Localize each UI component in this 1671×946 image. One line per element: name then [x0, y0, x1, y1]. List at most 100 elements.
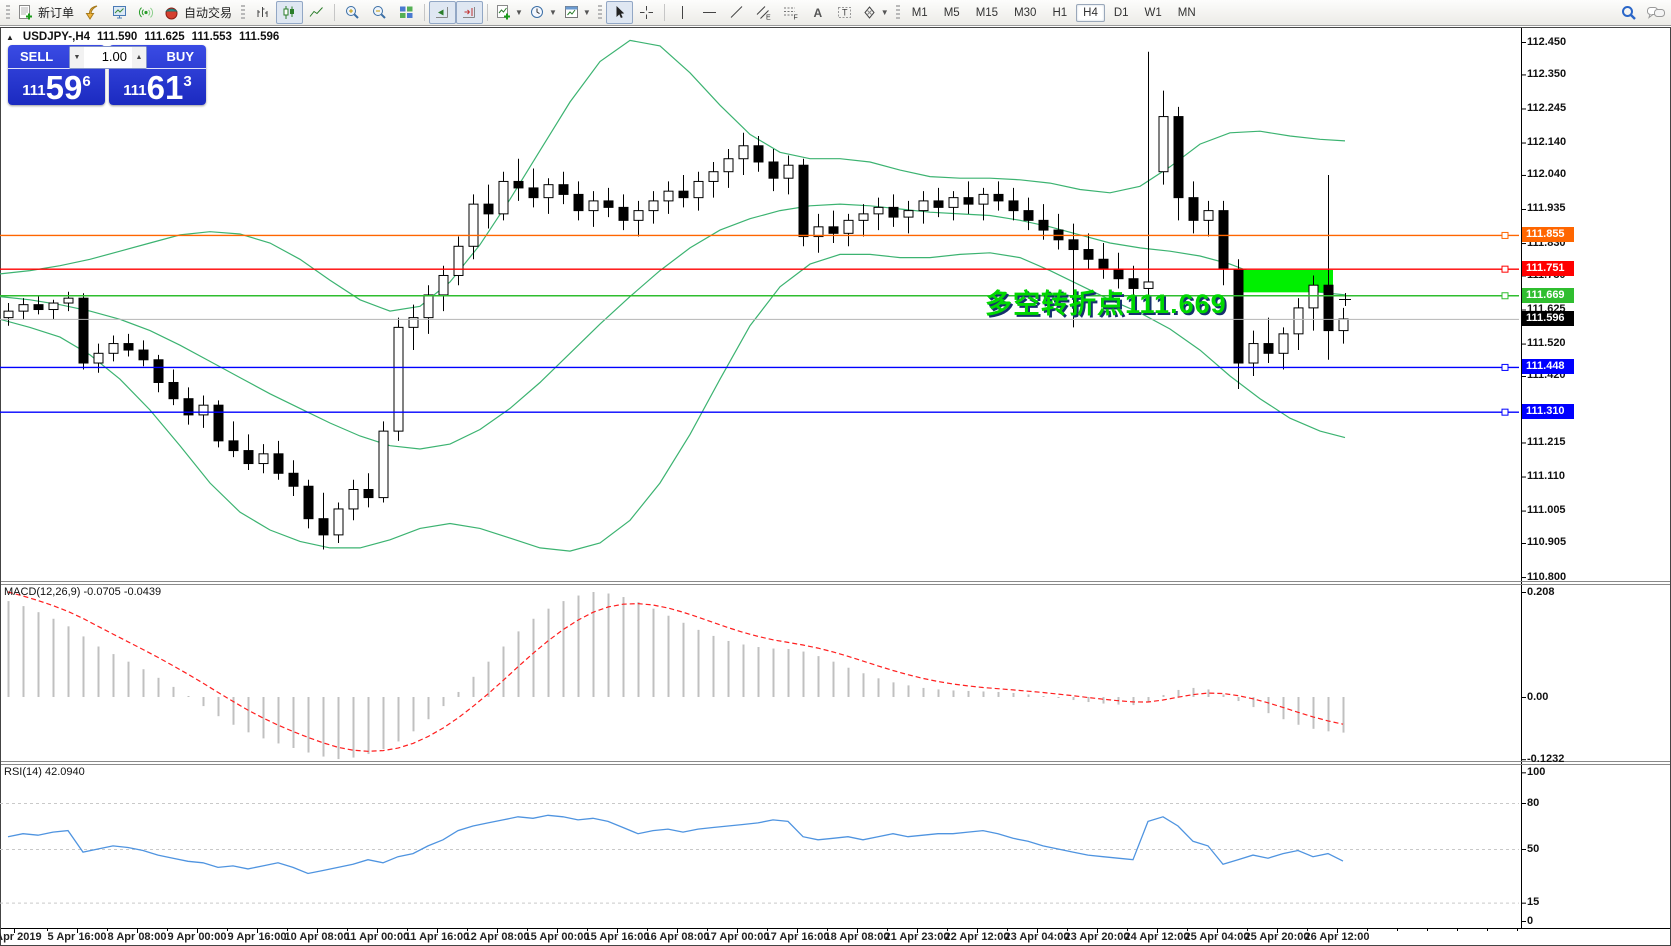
templates-button[interactable]: ▼ [560, 1, 594, 24]
bar-chart-button[interactable] [249, 1, 276, 24]
chart-shift-button[interactable] [456, 1, 484, 24]
rsi-pane[interactable] [0, 803, 1519, 904]
dropdown-arrow-icon: ▼ [548, 8, 557, 17]
search-button[interactable] [1615, 1, 1642, 24]
autotrading-label: 自动交易 [184, 6, 233, 20]
autotrading-button[interactable]: 自动交易 [160, 1, 237, 24]
channel-icon: E [756, 6, 771, 22]
monitor-chart-icon [113, 6, 127, 19]
candlestick-chart-button[interactable] [276, 1, 304, 24]
template-icon [564, 6, 578, 18]
search-icon [1621, 5, 1636, 20]
text-button[interactable]: A [804, 1, 831, 24]
trendline-button[interactable] [723, 1, 750, 24]
svg-text:E: E [766, 15, 771, 22]
indicators-button[interactable]: ▼ [492, 1, 526, 24]
zoom-in-button[interactable] [339, 1, 366, 24]
candlestick-series [3, 51, 1349, 550]
zoom-in-icon [346, 6, 359, 19]
cursor-button[interactable] [605, 1, 633, 24]
tile-windows-icon [400, 6, 413, 18]
yellow-arrow-icon [85, 5, 98, 20]
chat-icon [1646, 7, 1665, 19]
arrows-button[interactable]: ▼ [858, 1, 892, 24]
timeframe-button-d1[interactable]: D1 [1113, 6, 1129, 19]
charts-button[interactable] [106, 1, 133, 24]
auto-scroll-button[interactable] [429, 1, 457, 24]
fibonacci-icon: F [783, 7, 798, 22]
label-icon: T [837, 7, 851, 18]
buy-button[interactable]: BUY [109, 45, 206, 69]
zoom-out-icon [373, 6, 386, 19]
trendline-icon [730, 6, 743, 18]
auto-scroll-icon [436, 7, 449, 18]
buy-price: 111 61 3 [109, 69, 206, 104]
volume-stepper: 1.00 [69, 46, 147, 69]
signals-button[interactable] [133, 1, 160, 24]
horizontal-line-button[interactable] [696, 1, 723, 24]
tile-windows-button[interactable] [393, 1, 420, 24]
timeframe-button-m1[interactable]: M1 [911, 6, 928, 19]
line-chart-button[interactable] [303, 1, 330, 24]
horizontal-line-icon [702, 12, 716, 13]
main-pane[interactable] [0, 39, 1519, 552]
timeframe-button-m15[interactable]: M15 [975, 6, 999, 19]
bar-chart-icon [257, 7, 268, 17]
svg-text:T: T [842, 8, 848, 18]
sell-price-big: 59 [45, 69, 83, 106]
new-order-label: 新订单 [38, 6, 75, 20]
volume-value[interactable]: 1.00 [101, 49, 127, 64]
timeframe-group: M1 M5 M15 M30 H1 H4 D1 W1 MN [904, 3, 1204, 22]
svg-text:A: A [813, 6, 822, 20]
zoom-out-button[interactable] [366, 1, 393, 24]
macd-pane[interactable] [7, 591, 1345, 760]
sell-panel[interactable]: SELL 111 59 6 [8, 45, 105, 105]
autotrading-icon [165, 7, 178, 20]
highlight-zone[interactable] [1237, 269, 1333, 293]
sell-button[interactable]: SELL [8, 45, 105, 69]
toolbar-grip[interactable] [895, 4, 900, 21]
clock-icon [530, 6, 543, 18]
buy-price-prefix: 111 [123, 82, 147, 99]
sell-price-prefix: 111 [22, 82, 46, 99]
timeframe-button-h1[interactable]: H1 [1052, 6, 1068, 19]
timeframe-button-m5[interactable]: M5 [943, 6, 960, 19]
timeframe-button-h4[interactable]: H4 [1076, 3, 1105, 22]
fibonacci-button[interactable]: F [777, 1, 804, 24]
sell-price-sup: 6 [82, 73, 91, 90]
candlestick-chart-icon [283, 6, 295, 19]
dropdown-arrow-icon: ▼ [582, 8, 591, 17]
text-label-button[interactable]: T [831, 1, 858, 24]
signal-waves-icon [138, 7, 154, 18]
timeframe-button-m30[interactable]: M30 [1014, 6, 1037, 19]
timeframe-button-w1[interactable]: W1 [1144, 6, 1162, 19]
dropdown-arrow-icon: ▼ [880, 8, 889, 17]
crosshair-button[interactable] [633, 1, 660, 24]
periods-button[interactable]: ▼ [526, 1, 560, 24]
toolbar-grip[interactable] [6, 4, 10, 21]
toolbar-grip[interactable] [241, 4, 246, 21]
vertical-line-button[interactable] [669, 1, 696, 24]
new-order-icon [19, 5, 32, 20]
sell-price: 111 59 6 [8, 69, 105, 106]
timeframe-button-mn[interactable]: MN [1177, 6, 1196, 19]
vertical-line-icon [681, 6, 683, 19]
volume-increase-button[interactable] [132, 47, 146, 68]
chart-shift-icon [463, 7, 476, 18]
crosshair-icon [639, 6, 653, 19]
svg-text:F: F [793, 15, 797, 22]
cursor-icon [616, 6, 624, 18]
toolbar: 新订单 自动交易 ▼ ▼ [0, 0, 1671, 26]
dropdown-arrow-icon: ▼ [515, 8, 523, 17]
text-icon: A [813, 6, 822, 20]
buy-price-sup: 3 [183, 73, 192, 90]
toolbar-grip[interactable] [597, 4, 602, 21]
indicators-icon [497, 5, 511, 20]
market-watch-button[interactable] [79, 1, 106, 24]
volume-decrease-button[interactable] [70, 47, 84, 68]
equidistant-channel-button[interactable]: E [750, 1, 777, 24]
new-order-button[interactable]: 新订单 [14, 1, 79, 24]
chat-button[interactable] [1642, 1, 1669, 24]
